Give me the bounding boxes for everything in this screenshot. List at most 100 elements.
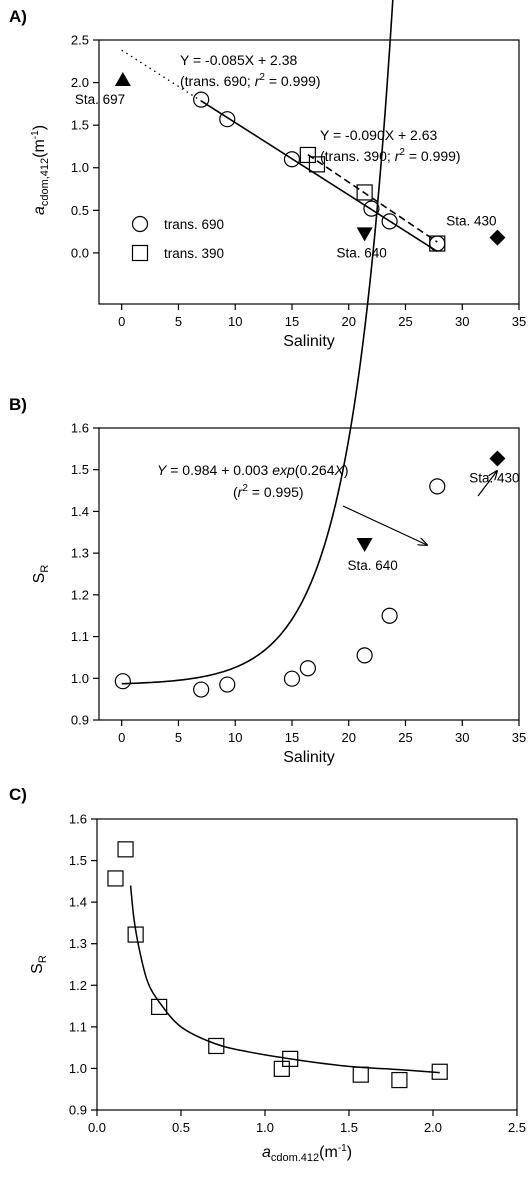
equation-arrow [342,505,427,545]
panel-b-y-tick-label: 1.4 [71,504,89,519]
legend-label: trans. 390 [164,246,224,261]
data-point [219,676,236,693]
panel-c: C) 0.0 0.5 1.0 1.5 2.0 2.5 0.9 1.0 1.1 1.2 1.3 1.4 1.… [9,785,526,1164]
fit-equation-annotation: Y = -0.090X + 2.63 (trans. 390; r2 = 0.99… [320,127,461,164]
eq-text: ) [344,462,349,478]
eq-text: ( [233,484,238,500]
panel-a-y-tick-label: 2.5 [71,33,89,48]
panel-b-y-tick-label: 1.2 [71,587,89,602]
eq-text: = 0.984 + 0.003 [166,462,272,478]
fit-equation: Y = -0.085X + 2.38 [180,52,297,68]
xlabel-unit: (m [319,1144,338,1161]
ylabel-unit-close: ) [31,125,48,130]
panel-a-y-axis-title: acdom,412(m-1) [30,125,51,215]
panel-b-label: B) [9,395,27,414]
panel-a-label: A) [9,7,27,26]
panel-b-x-tick-label: 25 [398,730,412,745]
ylabel-unit: (m [31,139,48,158]
panel-a-x-tick-label: 5 [175,314,182,329]
data-point [127,926,144,943]
panel-c-x-tick-label: 1.5 [340,1120,358,1135]
legend-square-marker [131,244,149,262]
trans-690-point [429,235,446,252]
eq-text: (trans. 390; [320,148,395,164]
panel-c-y-tick-label: 1.2 [69,978,87,993]
eq-text: = 0.999) [405,148,461,164]
fit-r-squared: (trans. 390; r2 = 0.999) [320,147,461,164]
ylabel-subscript: R [37,955,49,963]
ylabel-subscript: R [39,565,51,573]
ylabel-symbol: a [31,206,48,215]
panel-a-legend: trans. 690 trans. 390 [131,215,224,262]
eq-superscript: 2 [259,72,265,83]
data-point [283,670,301,687]
panel-c-x-axis-title: acdom.412(m-1) [262,1143,352,1164]
trans-390-point [356,184,373,201]
exp-fit-curve [121,0,394,685]
panel-a-x-axis-title: Salinity [283,333,335,350]
ylabel-symbol: S [31,573,48,584]
panel-a-x-tick-label: 10 [228,314,242,329]
data-point [114,673,131,690]
eq-superscript: 2 [399,147,405,158]
eq-text: (0.264 [295,462,335,478]
fit-equation-annotation: Y = -0.085X + 2.38 (trans. 690; r2 = 0.99… [180,52,321,89]
panel-b-y-tick-label: 1.1 [71,629,89,644]
data-point [208,1037,225,1055]
ylabel-symbol: S [29,963,46,974]
panel-c-x-tick-label: 2.5 [508,1120,526,1135]
panel-b-x-tick-label: 0 [118,730,125,745]
panel-a-x-tick-label: 25 [398,314,412,329]
data-point [391,1071,408,1089]
xlabel-unit-close: ) [347,1144,352,1161]
eq-r: r [395,148,401,164]
ylabel-unit-superscript: -1 [30,130,41,139]
station-label: Sta. 640 [347,558,397,573]
ylabel-subscript: cdom,412 [39,158,51,206]
fit-equation: Y = -0.090X + 2.63 [320,127,437,143]
panel-b-y-tick-label: 0.9 [71,713,89,728]
panel-c-y-tick-label: 1.3 [69,936,87,951]
panel-c-x-tick-label: 2.0 [424,1120,442,1135]
xlabel-symbol: a [262,1144,271,1161]
data-point [299,660,316,677]
fit-r-squared: (trans. 690; r2 = 0.999) [180,72,321,89]
fit-r-squared: (r2 = 0.995) [233,483,304,500]
eq-text: = 0.999) [265,73,321,89]
panel-c-y-tick-label: 1.4 [69,895,87,910]
eq-text: (trans. 690; [180,73,255,89]
station-marker [489,229,506,246]
panel-b-y-tick-label: 1.3 [71,546,89,561]
panel-c-label: C) [9,785,27,804]
panel-a-y-tick-label: 0.0 [71,245,89,260]
legend-label: trans. 690 [164,217,224,232]
data-point [273,1060,290,1077]
panel-b-y-tick-label: 1.0 [71,671,89,686]
station-marker [356,537,373,552]
data-point [352,1066,369,1083]
eq-text: = 0.995) [248,484,304,500]
trans-690-point [193,91,210,108]
panel-b-y-tick-label: 1.6 [71,421,89,436]
station-430-arrow [477,471,497,497]
panel-a-y-tick-label: 0.5 [71,203,89,218]
panel-a-x-tick-label: 15 [285,314,299,329]
station-marker [356,227,373,242]
panel-a-x-tick-label: 20 [341,314,355,329]
trans-390-point [299,146,316,164]
trans-390-point [429,235,446,252]
panel-c-y-tick-label: 1.5 [69,853,87,868]
panel-c-plot-frame [96,818,518,1111]
fit-equation-annotation: Y = 0.984 + 0.003 exp(0.264X) (r2 = 0.995… [157,462,349,500]
legend-circle-marker [131,215,149,233]
fit-curve [129,885,440,1074]
panel-b-plot-frame [98,427,520,721]
data-point [381,607,398,624]
panel-b-y-axis-title: SR [31,565,51,584]
data-point [193,681,210,698]
panel-b: B)0 5 10 15 20 25 30 350.91.01.11.21.31.41.51.6… [9,0,526,766]
panel-a: A) 0 5 10 15 20 25 30 35 0.0 0.5 1.0 1.5 2.0 2.5 Salini… [9,7,526,350]
panel-b-x-tick-label: 10 [228,730,242,745]
panel-c-x-tick-label: 1.0 [256,1120,274,1135]
